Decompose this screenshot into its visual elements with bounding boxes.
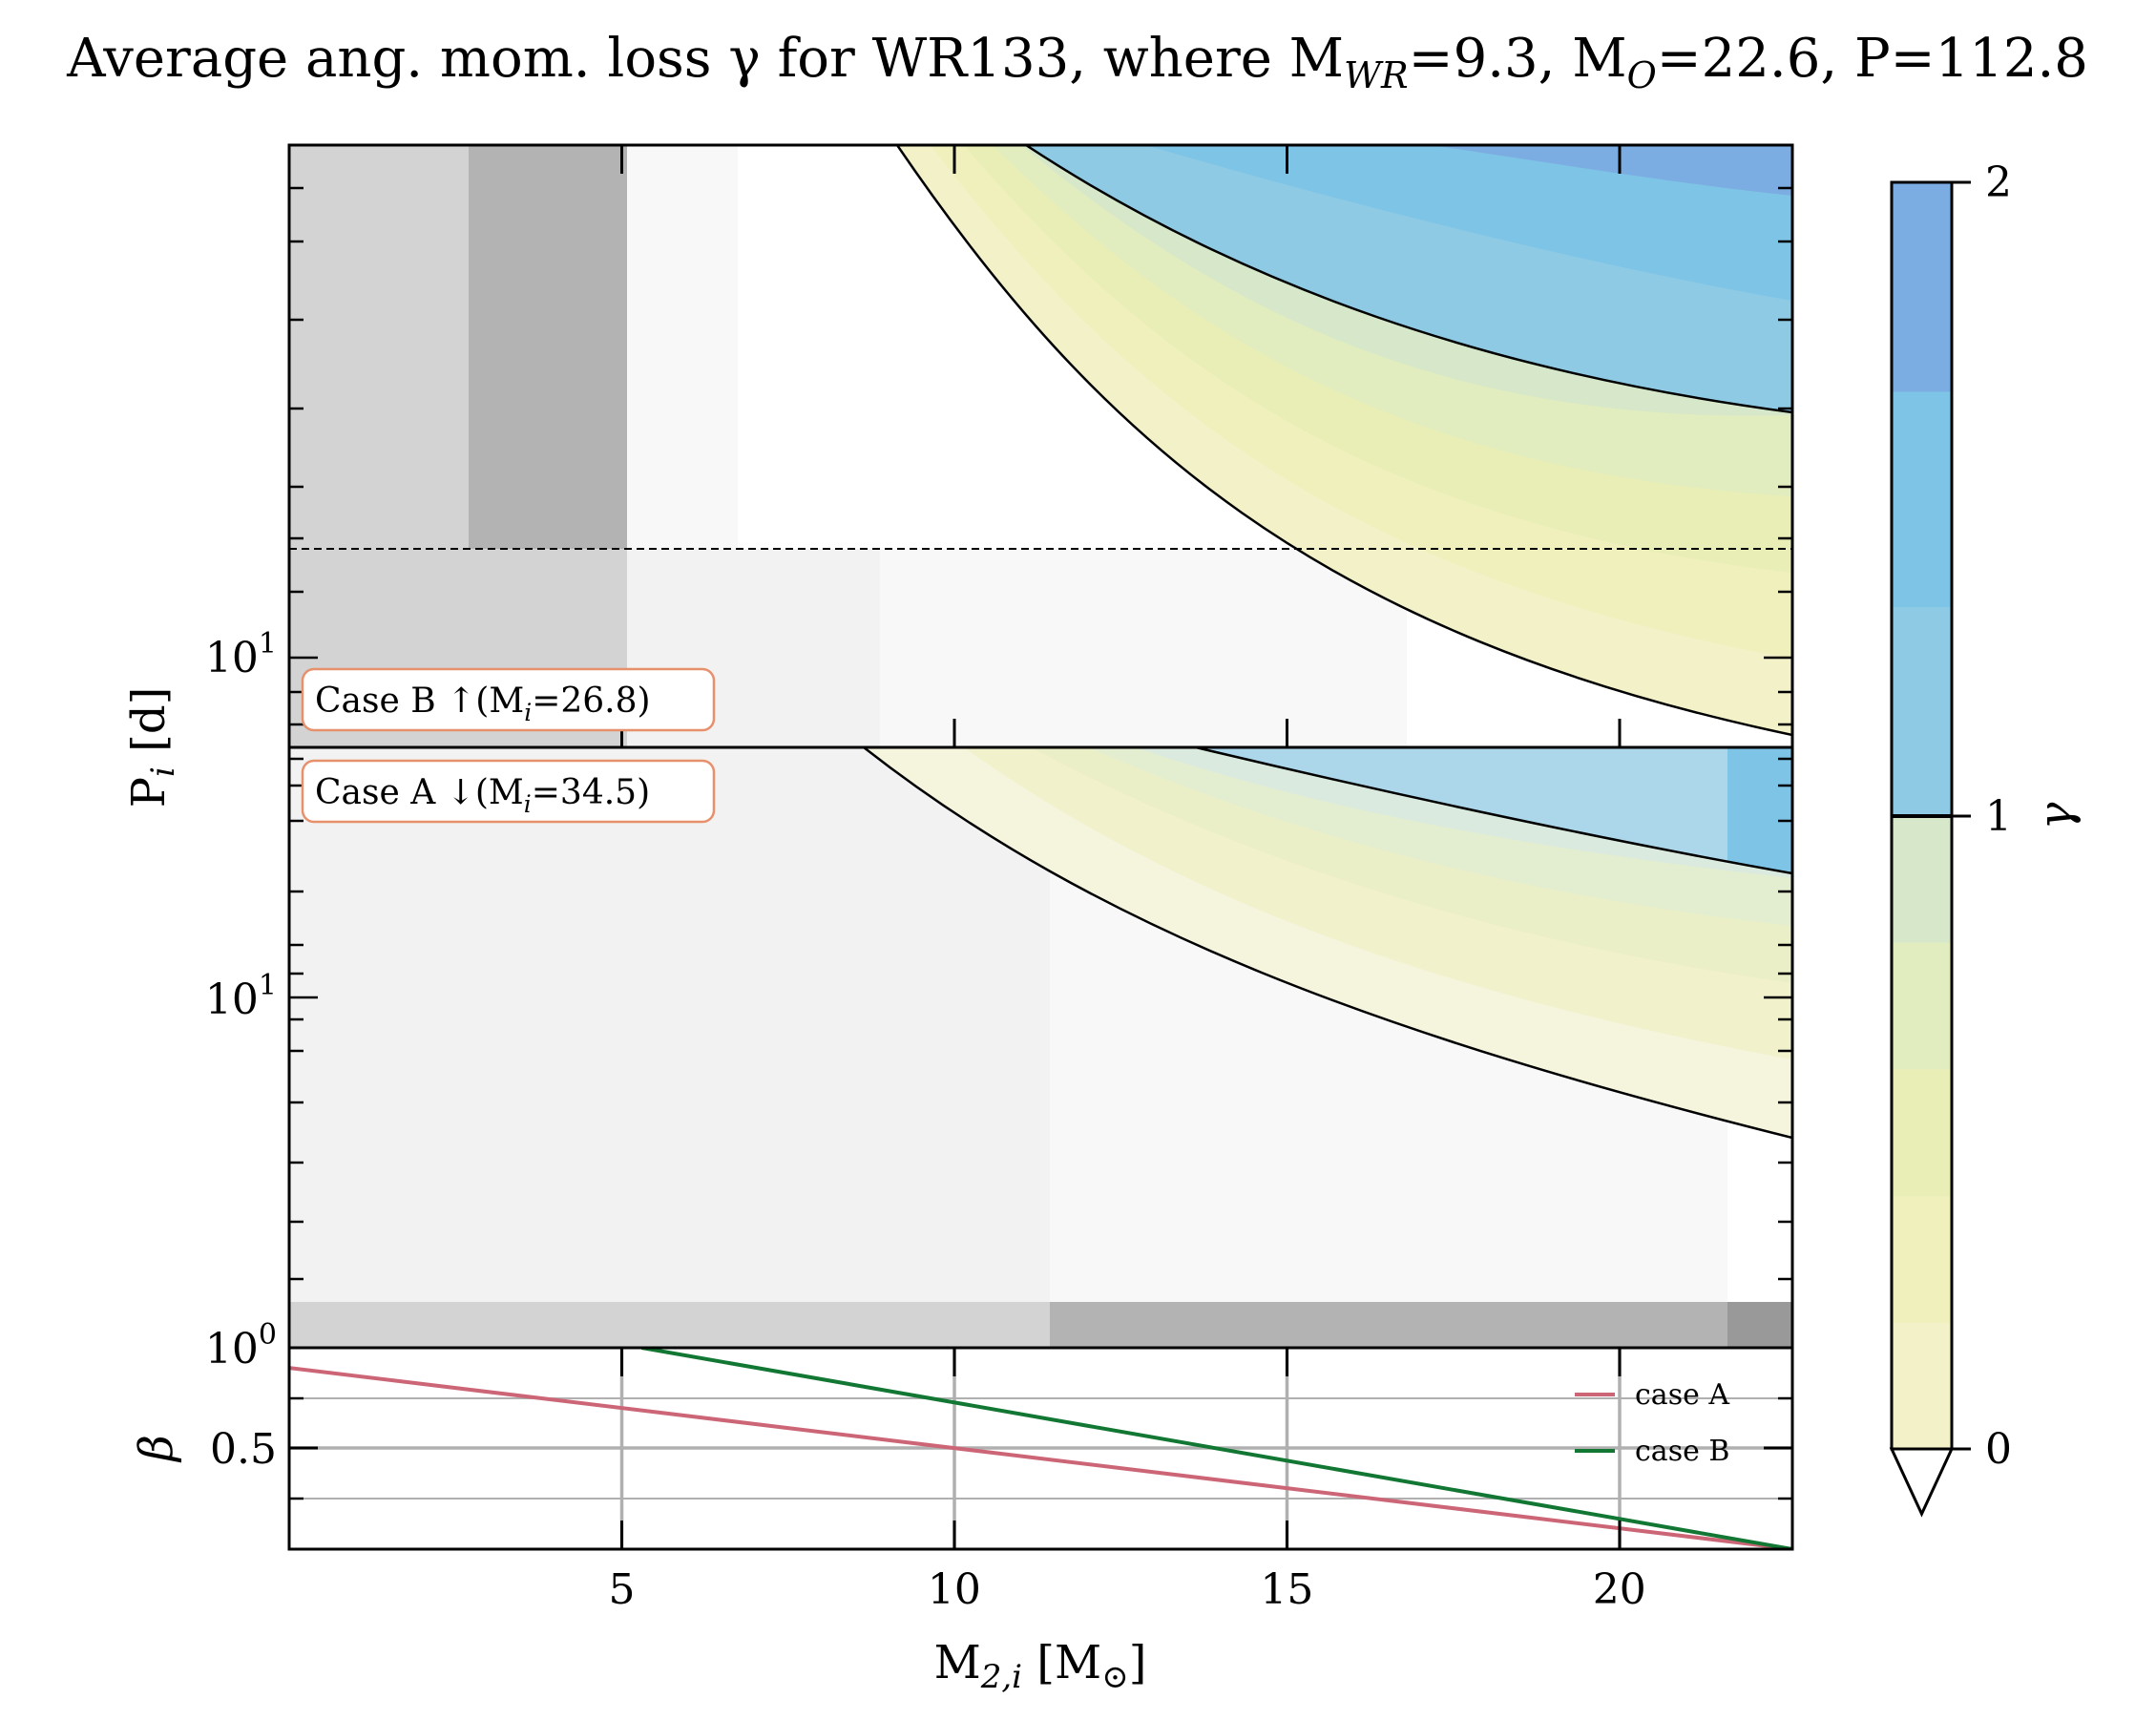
colorbar-level <box>1892 815 1952 943</box>
y-tick-label: 0.5 <box>210 1425 277 1474</box>
y-ticks-top <box>289 186 1792 726</box>
beta-line-case-B <box>641 1348 1792 1549</box>
x-tick-label: 5 <box>608 1565 635 1614</box>
beta-series <box>289 1348 1792 1549</box>
contour-line-gamma0 <box>863 747 1792 1140</box>
beta-line-case-A <box>289 1366 1792 1549</box>
contour-line-gamma1 <box>1195 747 1792 875</box>
colorbar-level <box>1892 942 1952 1070</box>
grey-band <box>627 145 738 549</box>
beta-axis-label: β <box>130 1435 183 1463</box>
colorbar-level <box>1892 1068 1952 1197</box>
grey-band <box>469 145 627 549</box>
gamma-band <box>1145 145 1792 301</box>
chart-title: Average ang. mom. loss γ for WR133, wher… <box>66 28 2088 96</box>
x-ticks-top <box>620 145 1622 747</box>
y-axis-label: Pi [d] <box>122 687 182 808</box>
contour-line-gamma1 <box>1025 145 1792 414</box>
grey-band <box>289 747 1050 1302</box>
grey-band <box>880 549 1407 747</box>
grey-band <box>1050 1302 1727 1348</box>
legend-label-case-a: case A <box>1635 1378 1729 1412</box>
gamma-band <box>1727 747 1792 873</box>
contour-line-gamma0 <box>895 145 1792 737</box>
colorbar-tick-label: 1 <box>1985 792 2012 841</box>
case-b-annotation: Case B ↑(Mi=26.8) <box>301 667 716 732</box>
panel-beta: 0.5 β case A case B 5 10 15 20 M2,i [M⊙] <box>130 1346 1794 1696</box>
panel-case-a: 101 100 Case A ↓(Mi=34.5) <box>205 745 1794 1374</box>
colorbar-label: γ <box>2029 802 2083 829</box>
grey-band <box>289 145 469 747</box>
x-tick-label: 15 <box>1260 1565 1313 1614</box>
panel-case-b: 101 Case B ↑(Mi=26.8) <box>205 143 1794 749</box>
y-tick-label: 101 <box>205 969 277 1024</box>
colorbar-level <box>1892 1322 1952 1450</box>
beta-ticks <box>289 1348 1792 1549</box>
x-axis-label: M2,i [M⊙] <box>934 1636 1147 1696</box>
grey-band <box>1727 1302 1792 1348</box>
gamma-band <box>1432 145 1792 196</box>
colorbar-level <box>1892 606 1952 816</box>
beta-grid <box>289 1348 1792 1549</box>
legend-label-case-b: case B <box>1635 1435 1729 1468</box>
x-tick-label: 20 <box>1593 1565 1646 1614</box>
beta-legend: case A case B <box>1575 1378 1729 1468</box>
colorbar-tick-label: 0 <box>1985 1425 2012 1474</box>
svg-text:Case A ↓(Mi=34.5): Case A ↓(Mi=34.5) <box>315 773 650 818</box>
colorbar-tick-label: 2 <box>1985 158 2012 207</box>
colorbar: 2 1 0 γ <box>1889 158 2083 1518</box>
colorbar-level <box>1892 182 1952 392</box>
svg-text:Case B ↑(Mi=26.8): Case B ↑(Mi=26.8) <box>315 682 651 726</box>
colorbar-level <box>1892 1195 1952 1323</box>
y-tick-label: 101 <box>205 627 277 682</box>
x-tick-label: 10 <box>928 1565 981 1614</box>
grey-band <box>289 1302 1050 1348</box>
gamma-band <box>1196 747 1792 873</box>
y-tick-label: 100 <box>205 1318 277 1374</box>
case-a-annotation: Case A ↓(Mi=34.5) <box>301 759 716 824</box>
colorbar-level <box>1892 390 1952 608</box>
colorbar-extend-triangle <box>1889 1447 1955 1518</box>
